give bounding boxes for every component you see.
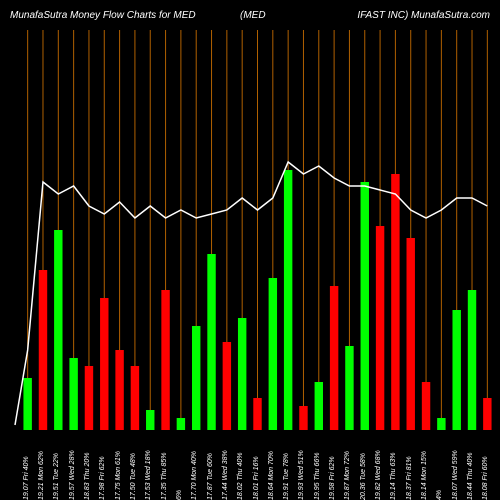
bar (115, 350, 123, 430)
bar (253, 398, 261, 430)
chart-header: MunafaSutra Money Flow Charts for MED (M… (0, 0, 500, 30)
bar (223, 342, 231, 430)
money-flow-chart (0, 30, 500, 430)
bar (85, 366, 93, 430)
x-label: 19.82 Wed 68% (375, 450, 382, 500)
x-label: 4% (436, 490, 443, 500)
bar (54, 230, 62, 430)
bar (452, 310, 460, 430)
x-label: 19.95 Thu 66% (314, 453, 321, 500)
x-label: 17.75 Mon 61% (115, 451, 122, 500)
x-label: 19.07 Fri 40% (23, 456, 30, 500)
bar (131, 366, 139, 430)
x-label: 20.36 Tue 58% (360, 453, 367, 500)
x-label: 17.87 Tue 60% (207, 453, 214, 500)
x-label: 17.44 Wed 38% (222, 450, 229, 500)
x-label: 19.91 Tue 78% (283, 453, 290, 500)
bar (207, 254, 215, 430)
bar (361, 182, 369, 430)
x-label: 18.07 Wed 59% (452, 450, 459, 500)
bar (330, 286, 338, 430)
x-label: 17.53 Wed 18% (145, 450, 152, 500)
bar (376, 226, 384, 430)
bar (39, 270, 47, 430)
bar (422, 382, 430, 430)
bar (269, 278, 277, 430)
x-label: 18.08 Fri 60% (482, 456, 489, 500)
x-label: 19.87 Mon 72% (344, 451, 351, 500)
x-label: 17.50 Tue 48% (130, 453, 137, 500)
x-label: 17.70 Mon 40% (191, 451, 198, 500)
chart-container: MunafaSutra Money Flow Charts for MED (M… (0, 0, 500, 500)
x-label: 18.02 Thu 40% (237, 453, 244, 500)
bar (100, 298, 108, 430)
bar (345, 346, 353, 430)
bar (284, 170, 292, 430)
x-label: 18.44 Thu 40% (467, 453, 474, 500)
bar (468, 290, 476, 430)
bar (23, 378, 31, 430)
bar (299, 406, 307, 430)
x-label: 18.64 Mon 70% (268, 451, 275, 500)
bar (69, 358, 77, 430)
bar (315, 382, 323, 430)
x-label: 18.83 Thu 20% (84, 453, 91, 500)
bar (192, 326, 200, 430)
x-label: 19.14 Thu 63% (390, 453, 397, 500)
bar (437, 418, 445, 430)
bar (407, 238, 415, 430)
header-left: MunafaSutra Money Flow Charts for MED (10, 10, 196, 21)
x-label: 19.57 Wed 28% (69, 450, 76, 500)
chart-svg (0, 30, 500, 430)
bar (177, 418, 185, 430)
bar (238, 318, 246, 430)
x-label: 19.21 Mon 62% (38, 451, 45, 500)
x-label: 19.93 Wed 51% (298, 450, 305, 500)
x-label: 19.51 Tue 22% (53, 453, 60, 500)
header-right: IFAST INC) MunafaSutra.com (357, 10, 490, 21)
x-label: 17.98 Fri 62% (99, 456, 106, 500)
x-label: 17.35 Thu 85% (161, 453, 168, 500)
x-label: 18.37 Fri 81% (406, 456, 413, 500)
bar (483, 398, 491, 430)
x-label: 6% (176, 490, 183, 500)
x-axis-labels: 19.07 Fri 40% 19.21 Mon 62% 19.51 Tue 22% 1… (0, 430, 500, 500)
bar (391, 174, 399, 430)
bar (146, 410, 154, 430)
x-label: 18.01 Fri 16% (253, 456, 260, 500)
bar (161, 290, 169, 430)
header-mid: (MED (240, 10, 266, 21)
x-label: 19.58 Fri 62% (329, 456, 336, 500)
x-label: 18.14 Mon 15% (421, 451, 428, 500)
